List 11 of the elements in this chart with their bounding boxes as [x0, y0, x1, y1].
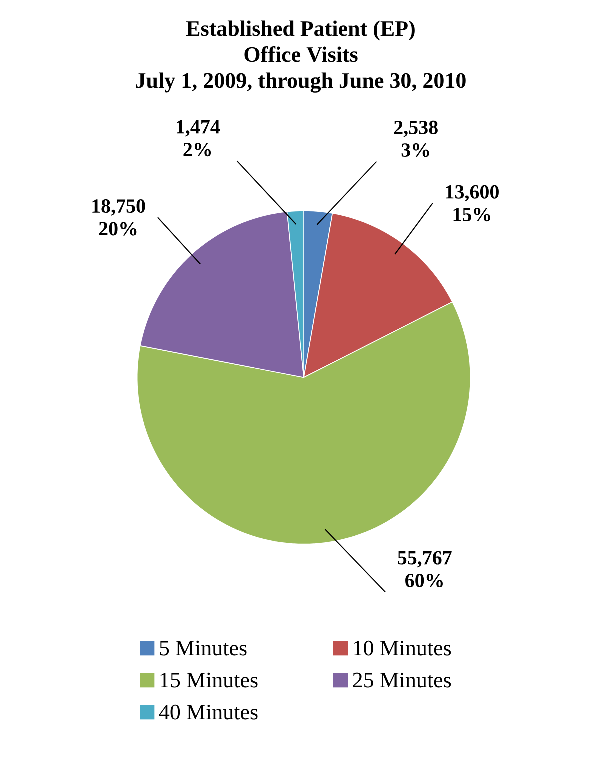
data-label: 2,538 3% [394, 120, 438, 158]
legend-label: 10 Minutes [354, 640, 452, 656]
data-label: 55,767 60% [398, 551, 452, 588]
legend-label: 5 Minutes [160, 640, 247, 656]
data-label: 13,600 15% [446, 185, 499, 222]
data-label: 18,750 20% [92, 200, 146, 236]
legend-label: 15 Minutes [160, 672, 258, 688]
data-label: 1,474 2% [177, 120, 220, 157]
chart-title: Established Patient (EP) Office Visits July 1, 2009, through June 30, 2010 [136, 20, 466, 93]
legend-label: 25 Minutes [353, 672, 452, 688]
legend-label: 40 Minutes [159, 704, 258, 720]
